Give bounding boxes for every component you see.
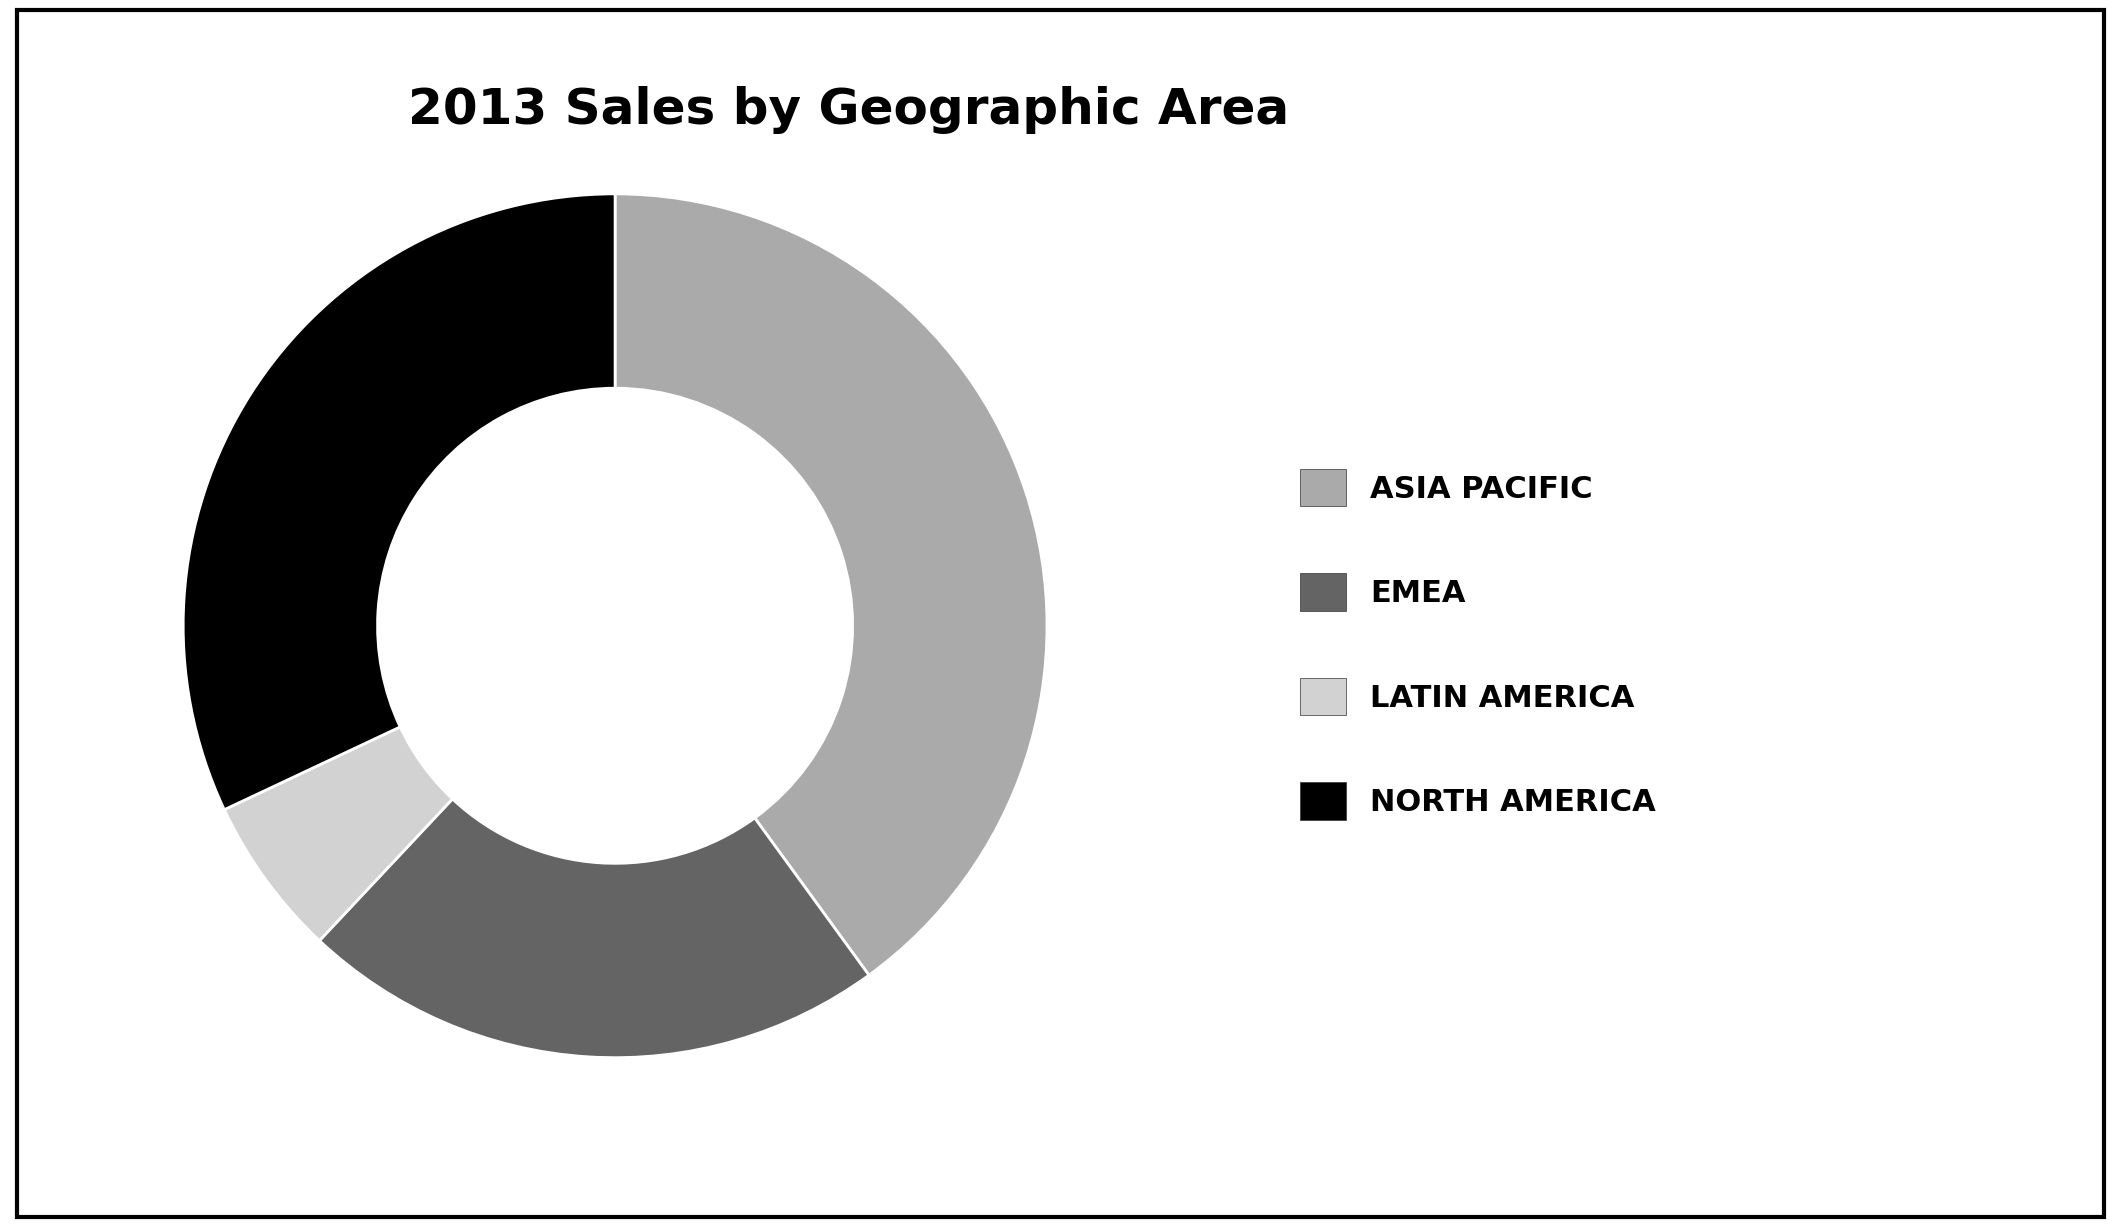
Wedge shape [615,194,1048,975]
Legend: ASIA PACIFIC, EMEA, LATIN AMERICA, NORTH AMERICA: ASIA PACIFIC, EMEA, LATIN AMERICA, NORTH… [1287,456,1669,832]
Wedge shape [320,799,870,1058]
Wedge shape [182,194,615,810]
Wedge shape [225,726,452,941]
Text: 2013 Sales by Geographic Area: 2013 Sales by Geographic Area [407,86,1290,134]
